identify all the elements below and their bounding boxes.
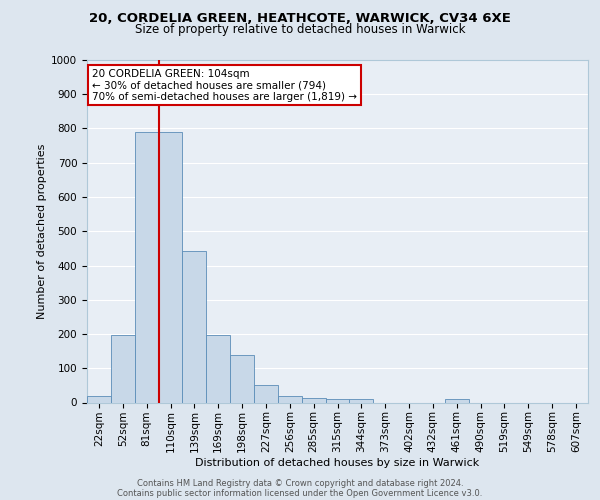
Bar [111, 335, 135, 402]
Bar [182, 251, 206, 402]
Text: Size of property relative to detached houses in Warwick: Size of property relative to detached ho… [135, 22, 465, 36]
Bar [230, 354, 254, 403]
Text: Contains HM Land Registry data © Crown copyright and database right 2024.: Contains HM Land Registry data © Crown c… [137, 478, 463, 488]
Text: 20, CORDELIA GREEN, HEATHCOTE, WARWICK, CV34 6XE: 20, CORDELIA GREEN, HEATHCOTE, WARWICK, … [89, 12, 511, 26]
Bar [278, 396, 302, 402]
Bar [445, 399, 469, 402]
Bar [87, 396, 111, 402]
Text: Contains public sector information licensed under the Open Government Licence v3: Contains public sector information licen… [118, 488, 482, 498]
Bar [326, 399, 349, 402]
Bar [206, 335, 230, 402]
X-axis label: Distribution of detached houses by size in Warwick: Distribution of detached houses by size … [196, 458, 479, 468]
Text: 20 CORDELIA GREEN: 104sqm
← 30% of detached houses are smaller (794)
70% of semi: 20 CORDELIA GREEN: 104sqm ← 30% of detac… [92, 68, 357, 102]
Y-axis label: Number of detached properties: Number of detached properties [37, 144, 47, 319]
Bar [254, 386, 278, 402]
Bar [302, 398, 326, 402]
Bar [158, 132, 182, 402]
Bar [349, 399, 373, 402]
Bar [135, 132, 158, 402]
